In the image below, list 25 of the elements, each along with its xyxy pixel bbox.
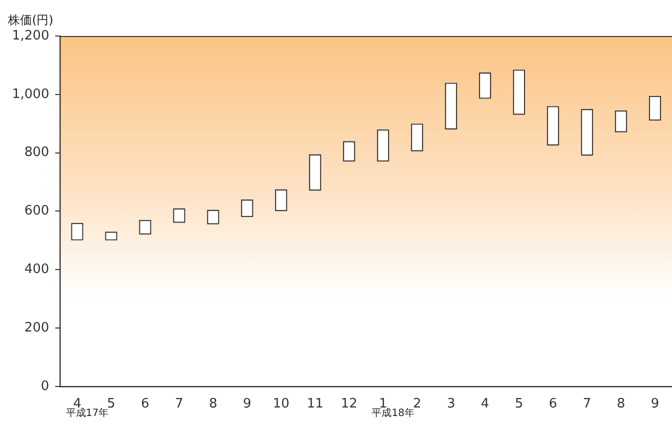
x-tick-label: 8 — [616, 396, 626, 412]
x-tick-label: 7 — [175, 396, 184, 412]
y-tick-label: 800 — [24, 145, 50, 160]
y-tick-label: 600 — [24, 204, 50, 219]
x-tick-label: 7 — [582, 396, 592, 412]
y-tick-label: 0 — [40, 378, 50, 394]
x-tick-label: 6 — [141, 396, 150, 412]
y-tick-label: 1,000 — [12, 86, 50, 102]
text: 平成17年 — [66, 406, 109, 419]
x-tick-label: 4 — [480, 396, 490, 412]
x-tick-label: 8 — [209, 396, 218, 412]
x-tick-label: 5 — [107, 396, 116, 412]
x-tick-label: 2 — [412, 396, 422, 412]
x-tick-label: 9 — [243, 396, 252, 412]
y-axis-title: 株価(円) — [7, 13, 54, 27]
y-tick-label: 400 — [24, 262, 50, 277]
x-tick-label: 11 — [306, 396, 324, 412]
x-tick-label: 12 — [340, 396, 358, 412]
x-tick-label: 6 — [548, 396, 558, 412]
x-tick-label: 5 — [514, 396, 524, 412]
x-tick-label: 3 — [446, 396, 456, 412]
y-tick-label: 200 — [24, 320, 50, 336]
x-tick-label: 10 — [272, 396, 290, 412]
x-tick-label: 9 — [650, 396, 660, 412]
y-tick-label: 1,200 — [12, 28, 50, 44]
